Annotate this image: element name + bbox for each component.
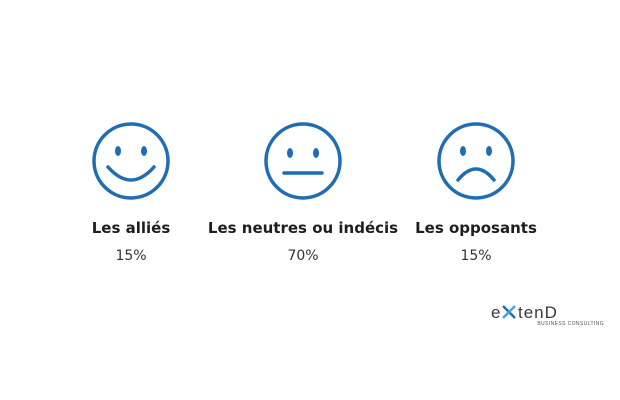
logo-tagline: BUSINESS CONSULTING bbox=[537, 321, 604, 327]
logo: e tenD BUSINESS CONSULTING bbox=[491, 303, 604, 327]
item-value: 15% bbox=[460, 248, 491, 264]
item-label: Les opposants bbox=[415, 219, 537, 237]
happy-face bbox=[92, 122, 170, 200]
item-label: Les alliés bbox=[92, 219, 171, 237]
item-value: 15% bbox=[115, 248, 146, 264]
neutral-face bbox=[264, 122, 342, 200]
logo-x bbox=[502, 305, 516, 319]
logo-suffix: tenD bbox=[518, 303, 558, 322]
item-value: 70% bbox=[287, 248, 318, 264]
logo-prefix: e bbox=[491, 303, 501, 322]
sad-face bbox=[437, 122, 515, 200]
item-label: Les neutres ou indécis bbox=[208, 219, 398, 237]
